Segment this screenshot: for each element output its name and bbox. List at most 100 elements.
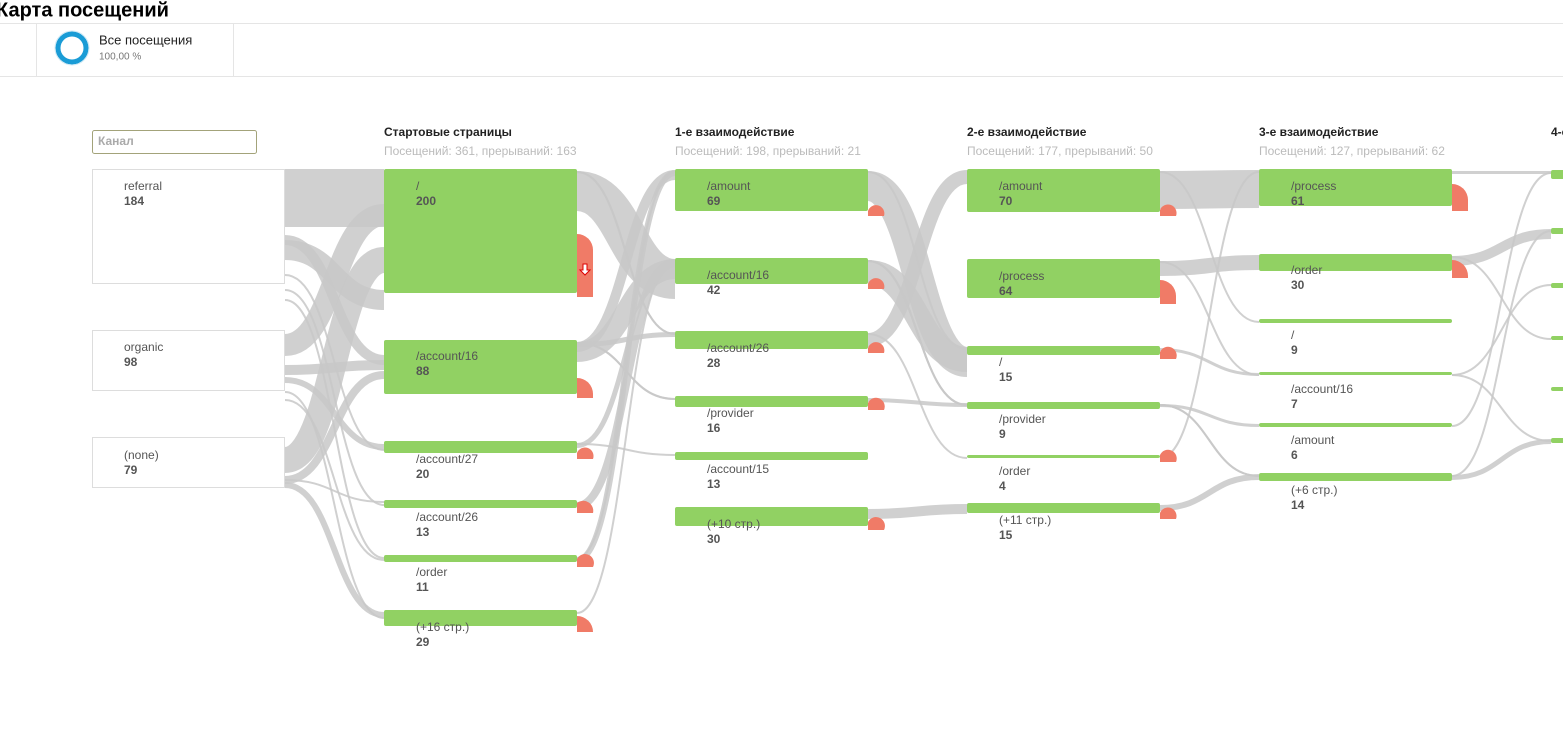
flow-link (1451, 284, 1552, 376)
flow-link (1159, 170, 1260, 209)
drop-off[interactable] (868, 205, 885, 216)
flow-link (576, 332, 676, 347)
flow-link (867, 504, 968, 519)
flow-link (866, 170, 969, 347)
page-node[interactable] (384, 610, 577, 626)
page-node[interactable] (967, 455, 1160, 458)
source-node[interactable] (92, 437, 285, 488)
node-label: /order (999, 464, 1030, 478)
node-value: 14 (1291, 498, 1305, 512)
drop-off[interactable] (1160, 204, 1177, 216)
flow-link (866, 260, 969, 372)
node-label: / (999, 355, 1003, 369)
page-node[interactable] (967, 503, 1160, 513)
page-node[interactable] (675, 331, 868, 349)
source-node[interactable] (92, 330, 285, 391)
flow-link (576, 443, 676, 456)
page-node[interactable] (675, 507, 868, 526)
node-label: /amount (1291, 433, 1335, 447)
page-node[interactable] (1259, 423, 1452, 427)
page-node[interactable] (967, 169, 1160, 212)
dimension-select[interactable] (92, 130, 257, 154)
drop-off[interactable] (1160, 280, 1176, 304)
page-node (1551, 283, 1563, 288)
flow-link (284, 391, 385, 619)
flow-link (1451, 439, 1552, 480)
source-node[interactable] (92, 169, 285, 284)
page-node[interactable] (967, 259, 1160, 298)
page-node[interactable] (384, 441, 577, 453)
node-label: /provider (707, 406, 754, 420)
flow-link (284, 274, 385, 451)
flow-link (1159, 255, 1260, 276)
node-value: 30 (1291, 278, 1305, 292)
node-value: 64 (999, 284, 1013, 298)
drop-off[interactable] (577, 378, 593, 398)
segment[interactable]: Все посещения 100,00 % (54, 30, 192, 66)
drop-off[interactable] (868, 342, 885, 353)
node-label: / (1291, 328, 1295, 342)
node-label: /account/16 (416, 349, 478, 363)
page-node (1551, 336, 1563, 340)
flow-link (284, 289, 385, 506)
node-value: 30 (707, 532, 721, 546)
page-node[interactable] (384, 555, 577, 562)
drop-off[interactable] (577, 447, 594, 459)
node-label: /amount (999, 179, 1043, 193)
node-value: 184 (124, 194, 144, 208)
node-value: 4 (999, 479, 1006, 493)
drop-off[interactable] (577, 616, 593, 632)
page-node[interactable] (384, 169, 577, 293)
drop-off[interactable] (868, 517, 885, 530)
node-label: organic (124, 340, 163, 354)
drop-off[interactable] (1452, 260, 1468, 278)
drop-off[interactable] (577, 554, 594, 567)
node-label: referral (124, 179, 162, 193)
node-label: (+10 стр.) (707, 517, 760, 531)
page-node[interactable] (1259, 372, 1452, 375)
page-node (1551, 228, 1563, 234)
drop-off[interactable] (1452, 184, 1468, 211)
drop-off[interactable] (868, 278, 885, 289)
page-node[interactable] (675, 396, 868, 407)
node-value: 6 (1291, 448, 1298, 462)
page-node[interactable] (967, 346, 1160, 355)
node-label: /account/15 (707, 462, 769, 476)
node-label: /process (1291, 179, 1336, 193)
drop-off[interactable] (1160, 449, 1177, 462)
node-label: /account/16 (707, 268, 769, 282)
drop-off[interactable] (868, 397, 885, 410)
flow-link (867, 333, 968, 459)
flow-link (1159, 171, 1260, 323)
page-node[interactable] (675, 452, 868, 460)
drop-arrow (578, 263, 592, 276)
page-node[interactable] (1259, 473, 1452, 481)
page-node[interactable] (384, 500, 577, 508)
drop-off[interactable] (577, 500, 594, 513)
node-value: 9 (1291, 343, 1298, 357)
page-node[interactable] (1259, 254, 1452, 271)
flow-link (576, 260, 676, 614)
node-label: (none) (124, 448, 159, 462)
node-label: / (416, 179, 420, 193)
node-value: 16 (707, 421, 721, 435)
page-node[interactable] (675, 258, 868, 284)
page-node[interactable] (1259, 169, 1452, 206)
page-node[interactable] (967, 402, 1160, 409)
drop-off[interactable] (1160, 346, 1177, 359)
node-label: /amount (707, 179, 751, 193)
node-value: 13 (707, 477, 721, 491)
node-value: 29 (416, 635, 430, 649)
drop-off[interactable] (1160, 507, 1177, 519)
node-value: 42 (707, 283, 721, 297)
flow-link (1451, 229, 1552, 266)
flow-link (284, 399, 385, 561)
page-node[interactable] (384, 340, 577, 394)
stage-title: 4-е взаимодействие (1551, 125, 1563, 139)
page-node[interactable] (675, 169, 868, 211)
flow-link (283, 204, 386, 356)
page-node[interactable] (1259, 319, 1452, 323)
flow-link (867, 260, 968, 406)
